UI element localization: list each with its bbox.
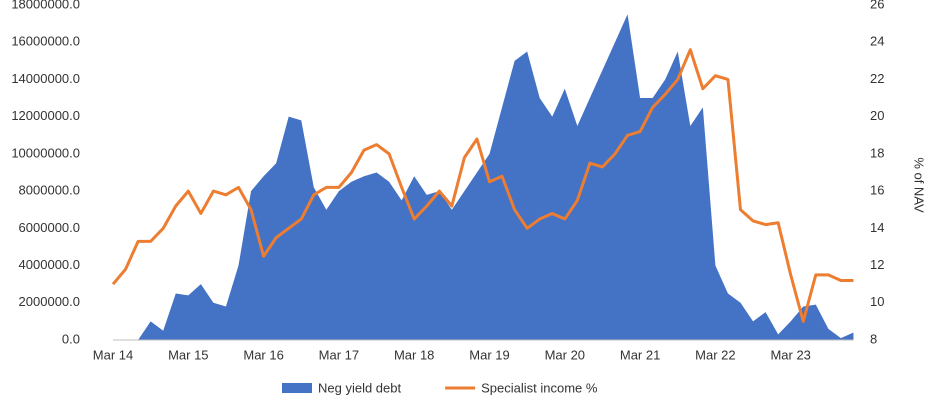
- line: [111, 48, 854, 323]
- y2-tick-label: 20: [870, 108, 884, 123]
- y2-tick-label: 22: [870, 71, 884, 86]
- y-tick-label: 18000000.0: [11, 0, 80, 11]
- x-tick-label: Mar 21: [620, 347, 660, 362]
- y-tick-label: 12000000.0: [11, 108, 80, 123]
- legend-label: Neg yield debt: [318, 380, 401, 395]
- x-tick-label: Mar 18: [394, 347, 434, 362]
- y2-tick-label: 14: [870, 220, 884, 235]
- y2-tick-label: 12: [870, 257, 884, 272]
- y2-tick-label: 16: [870, 183, 884, 198]
- x-tick-label: Mar 16: [243, 347, 283, 362]
- x-tick-label: Mar 15: [168, 347, 208, 362]
- y-tick-label: 6000000.0: [19, 220, 80, 235]
- y-tick-label: 14000000.0: [11, 71, 80, 86]
- y2-tick-label: 10: [870, 294, 884, 309]
- legend-label: Specialist income %: [481, 380, 598, 395]
- y2-axis-title: % of NAV: [912, 157, 925, 213]
- x-tick-label: Mar 14: [93, 347, 133, 362]
- y2-tick-label: 24: [870, 34, 884, 49]
- y-tick-label: 16000000.0: [11, 34, 80, 49]
- y2-tick-label: 18: [870, 145, 884, 160]
- y-tick-label: 4000000.0: [19, 257, 80, 272]
- y-tick-label: 2000000.0: [19, 294, 80, 309]
- x-tick-label: Mar 22: [695, 347, 735, 362]
- x-tick-label: Mar 20: [545, 347, 585, 362]
- y-tick-label: 8000000.0: [19, 183, 80, 198]
- y-tick-label: 10000000.0: [11, 145, 80, 160]
- legend-swatch: [282, 383, 312, 393]
- x-tick-label: Mar 19: [469, 347, 509, 362]
- x-tick-label: Mar 23: [770, 347, 810, 362]
- x-tick-label: Mar 17: [319, 347, 359, 362]
- y-tick-label: 0.0: [62, 331, 80, 346]
- y2-tick-label: 26: [870, 0, 884, 11]
- y2-tick-label: 8: [870, 331, 877, 346]
- area: [113, 14, 854, 341]
